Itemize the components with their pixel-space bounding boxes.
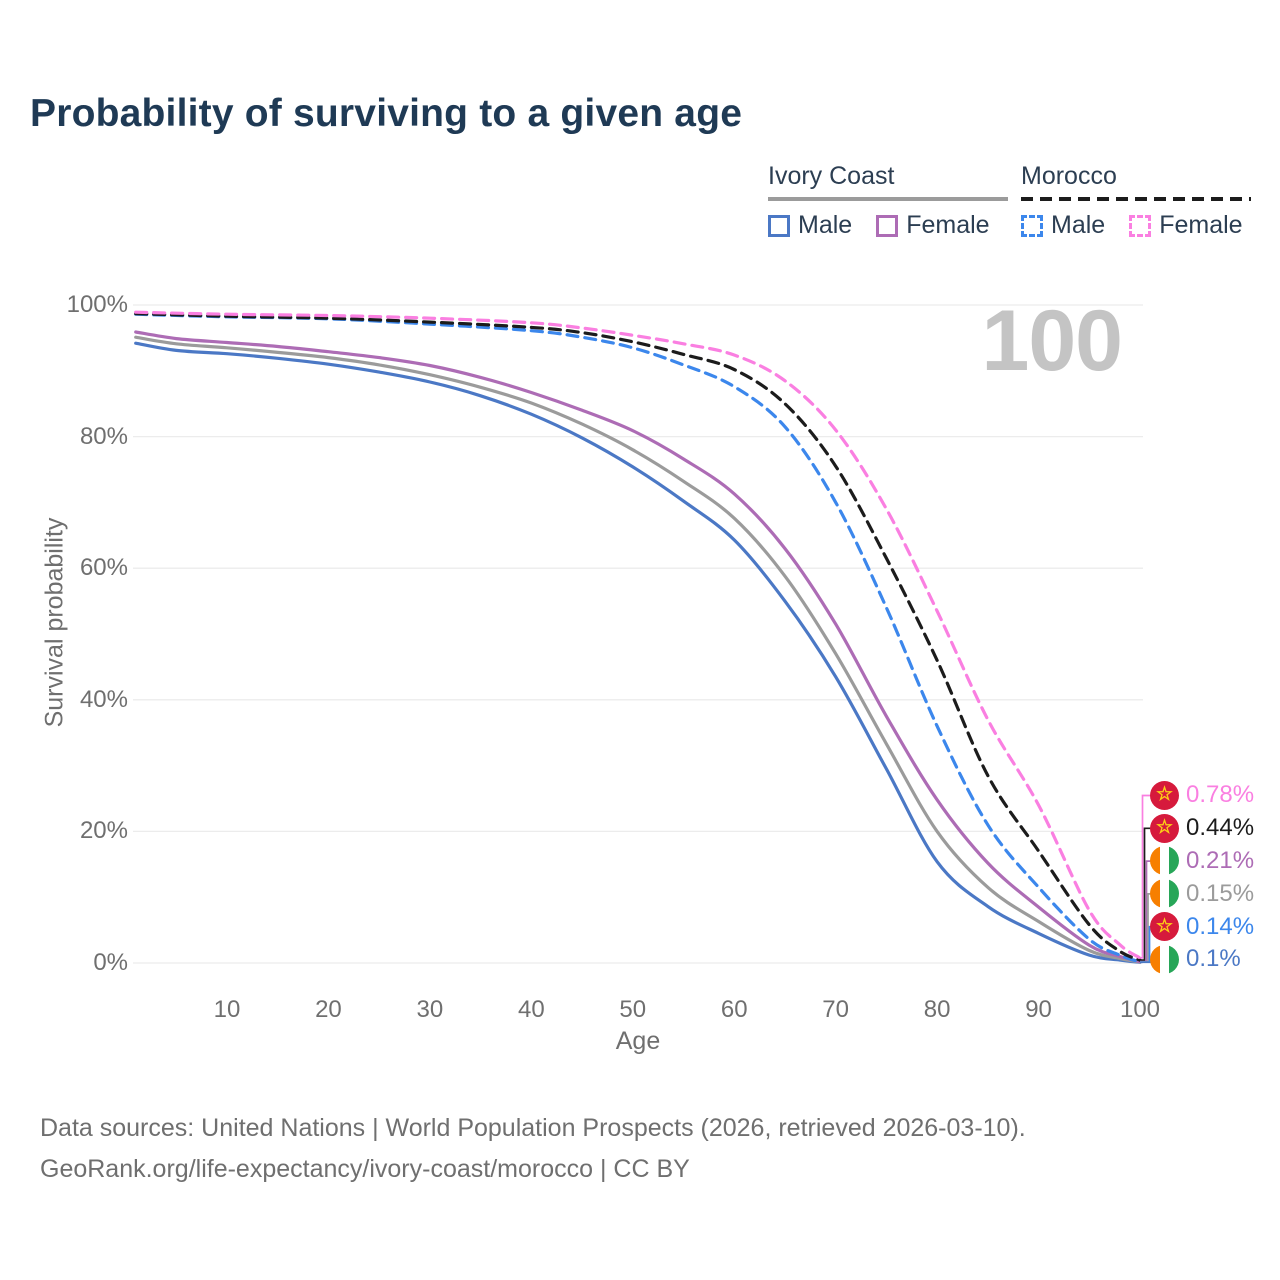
x-tick-label: 50 xyxy=(619,996,647,1023)
y-tick-label: 20% xyxy=(79,817,128,845)
end-value: 0.44% xyxy=(1186,814,1255,842)
legend-group-ivory-coast: Ivory Coast Male Female xyxy=(768,162,1008,240)
y-tick-label: 60% xyxy=(79,554,128,582)
ivory-coast-flag-icon xyxy=(1150,879,1179,909)
y-tick-label: 40% xyxy=(79,685,128,713)
label-connector xyxy=(1140,794,1151,959)
legend-title-morocco[interactable]: Morocco xyxy=(1021,162,1117,190)
ivory-coast-flag-icon xyxy=(1150,846,1179,876)
series-line-ivory-coast-male[interactable] xyxy=(134,341,1142,964)
ivory-coast-female-swatch[interactable] xyxy=(876,214,899,237)
morocco-flag-icon: ☆ xyxy=(1150,813,1179,843)
x-axis-title: Age xyxy=(615,1027,661,1055)
end-value: 0.78% xyxy=(1186,781,1255,809)
end-value: 0.15% xyxy=(1186,879,1255,907)
end-value: 0.21% xyxy=(1186,846,1255,874)
morocco-male-label[interactable]: Male xyxy=(1051,211,1106,239)
morocco-female-swatch[interactable] xyxy=(1129,214,1152,237)
ivory-coast-male-label[interactable]: Male xyxy=(798,211,853,239)
ivory-coast-female-label[interactable]: Female xyxy=(906,211,990,239)
series-line-morocco-female[interactable] xyxy=(134,310,1142,960)
legend-title-ivory-coast[interactable]: Ivory Coast xyxy=(768,162,895,190)
morocco-flag-icon: ☆ xyxy=(1150,780,1179,810)
source-url-line[interactable]: GeoRank.org/life-expectancy/ivory-coast/… xyxy=(40,1154,690,1183)
end-label-ivory-coast-overall[interactable]: 0.15% xyxy=(1150,877,1254,910)
x-tick-label: 40 xyxy=(517,996,545,1023)
x-tick-label: 90 xyxy=(1025,996,1052,1023)
morocco-line-sample xyxy=(1021,197,1251,201)
ivory-coast-male-swatch[interactable] xyxy=(768,214,790,237)
x-tick-label: 60 xyxy=(720,996,748,1023)
ivory-coast-flag-icon xyxy=(1150,944,1179,974)
morocco-flag-icon: ☆ xyxy=(1150,912,1179,942)
x-tick-label: 80 xyxy=(923,996,951,1023)
y-tick-label: 0% xyxy=(93,949,128,976)
series-line-ivory-coast[interactable] xyxy=(134,335,1142,964)
x-tick-label: 30 xyxy=(416,996,444,1023)
morocco-male-swatch[interactable] xyxy=(1021,214,1043,237)
end-label-ivory-coast-female[interactable]: 0.21% xyxy=(1150,845,1254,878)
end-label-morocco-overall[interactable]: ☆ 0.44% xyxy=(1150,812,1254,845)
page-title: Probability of surviving to a given age xyxy=(30,92,743,135)
attribution-footer: Data sources: United Nations | World Pop… xyxy=(40,1108,1026,1189)
x-tick-label: 100 xyxy=(1119,996,1161,1023)
end-label-morocco-female[interactable]: ☆ 0.78% xyxy=(1150,779,1254,812)
y-tick-label: 100% xyxy=(66,291,128,318)
data-sources-line: Data sources: United Nations | World Pop… xyxy=(40,1114,1026,1142)
morocco-female-label[interactable]: Female xyxy=(1159,211,1243,239)
end-value-labels: ☆ 0.78% ☆ 0.44% 0.21% 0.15% ☆ 0.14% 0.1% xyxy=(1150,779,1254,976)
legend-group-morocco: Morocco Male Female xyxy=(1021,162,1251,240)
end-label-morocco-male[interactable]: ☆ 0.14% xyxy=(1150,910,1254,943)
y-tick-label: 80% xyxy=(79,422,128,450)
end-value: 0.14% xyxy=(1186,912,1255,940)
label-connector xyxy=(1140,827,1151,961)
series-line-morocco[interactable] xyxy=(134,312,1142,962)
x-tick-label: 70 xyxy=(822,996,850,1023)
x-tick-label: 10 xyxy=(213,996,241,1023)
age-watermark: 100 xyxy=(981,293,1123,389)
ivory-coast-line-sample xyxy=(768,197,1008,201)
series-line-ivory-coast-female[interactable] xyxy=(134,330,1142,964)
x-tick-label: 20 xyxy=(315,996,342,1023)
end-label-ivory-coast-male[interactable]: 0.1% xyxy=(1150,943,1254,976)
end-value: 0.1% xyxy=(1186,945,1241,973)
